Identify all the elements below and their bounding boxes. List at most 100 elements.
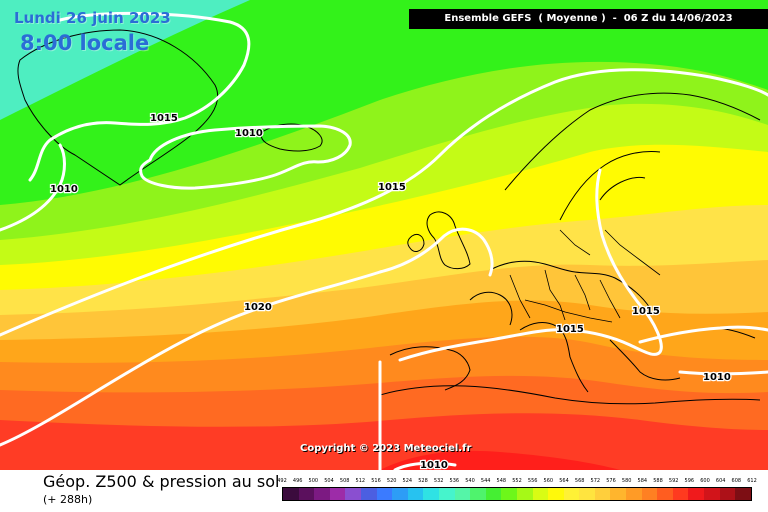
legend-color-swatch (501, 488, 517, 500)
legend-tick-label: 528 (418, 478, 428, 484)
legend-tick-label: 580 (621, 478, 632, 484)
british-isles-coast (407, 211, 471, 270)
isobar-1010-south (393, 461, 457, 470)
isobar-labels: 1015 1010 1010 1015 1020 1015 1015 1010 … (49, 112, 732, 470)
legend-tick-label: 576 (606, 478, 616, 484)
legend-color-swatch (594, 488, 611, 500)
band-deep-red (380, 450, 620, 470)
legend-tick-label: 512 (355, 478, 366, 484)
legend-tick-label: 492 (277, 478, 287, 484)
legend-tick-label: 524 (402, 478, 413, 484)
legend-color-swatch (283, 488, 299, 500)
legend-tick-label: 600 (700, 478, 710, 484)
legend-color-swatch (548, 488, 564, 500)
isobar-label: 1010 (703, 372, 731, 383)
legend-color-swatch (735, 488, 751, 500)
africa-coast (379, 385, 761, 405)
legend-tick-label: 604 (715, 478, 726, 484)
forecast-lead-time: (+ 288h) (43, 493, 93, 506)
isobar-1015-atlantic (0, 68, 768, 337)
forecast-map: 1015 1010 1010 1015 1020 1015 1015 1010 … (0, 0, 768, 470)
legend-tick-label: 496 (292, 478, 303, 484)
legend-tick-label: 540 (465, 478, 475, 484)
isobars (0, 11, 768, 470)
copyright-text: Copyright © 2023 Meteociel.fr (300, 443, 472, 454)
legend-tick-label: 568 (574, 478, 585, 484)
forecast-local-time: 8:00 locale (20, 31, 150, 55)
legend-tick-labels: 492 496 500 504 508 512 516 520 524 528 532 536 540 5… (277, 478, 757, 488)
legend-tick-label: 508 (339, 478, 350, 484)
scandinavia-coast (504, 92, 761, 221)
coastlines (17, 29, 761, 405)
legend-color-swatch (438, 488, 455, 500)
band-red (0, 413, 768, 470)
legend-color-swatch (423, 488, 439, 500)
legend-tick-label: 612 (747, 478, 757, 484)
legend-tick-label: 588 (653, 478, 663, 484)
country-borders (509, 229, 661, 323)
legend-tick-label: 572 (590, 478, 601, 484)
legend-color-swatch (392, 488, 408, 500)
legend-color-swatch (314, 488, 330, 500)
legend-tick-label: 596 (684, 478, 695, 484)
legend-color-swatch (329, 488, 346, 500)
europe-coast (389, 260, 756, 393)
legend-color-swatch (641, 488, 658, 500)
legend-tick-label: 532 (433, 478, 444, 484)
isobar-1010-east (638, 325, 768, 376)
legend-tick-label: 536 (449, 478, 460, 484)
isobar-label: 1015 (632, 306, 660, 317)
legend-color-swatch (672, 488, 689, 500)
legend-color-swatch (360, 488, 377, 500)
isobar-1010-iceland (139, 124, 352, 190)
legend-tick-label: 552 (512, 478, 522, 484)
legend-tick-label: 584 (637, 478, 648, 484)
isobar-1010-west (0, 143, 66, 232)
isobar-label: 1010 (235, 128, 263, 139)
legend-color-swatch (470, 488, 486, 500)
legend-color-swatch (407, 488, 424, 500)
isobar-1015-europe (398, 168, 663, 362)
legend-color-swatch (719, 488, 736, 500)
greenland-coast (17, 29, 219, 186)
legend-tick-label: 520 (386, 478, 397, 484)
legend-tick-label: 608 (731, 478, 742, 484)
legend-color-swatch (376, 488, 393, 500)
legend-color-swatch (345, 488, 361, 500)
legend-color-swatch (610, 488, 627, 500)
legend-color-swatch (298, 488, 315, 500)
iceland-coast (260, 123, 323, 152)
legend-color-swatch (485, 488, 502, 500)
legend-tick-label: 548 (496, 478, 507, 484)
legend-tick-label: 516 (371, 478, 381, 484)
legend-tick-label: 500 (308, 478, 319, 484)
legend-tick-label: 560 (543, 478, 554, 484)
legend-color-swatch (516, 488, 533, 500)
legend-color-swatch (688, 488, 705, 500)
isobar-label: 1015 (150, 113, 178, 124)
legend-tick-label: 504 (324, 478, 334, 484)
legend-color-swatch (532, 488, 549, 500)
legend-color-swatch (563, 488, 580, 500)
isobar-1015-greenland (28, 11, 251, 182)
legend-tick-label: 556 (527, 478, 538, 484)
legend-tick-label: 592 (668, 478, 679, 484)
legend-color-swatch (626, 488, 642, 500)
color-scale-legend: 492 496 500 504 508 512 516 520 524 528 532 536 540 5… (277, 478, 757, 508)
legend-tick-label: 564 (559, 478, 569, 484)
isobar-label: 1010 (420, 460, 448, 470)
model-run-banner: Ensemble GEFS ( Moyenne ) - 06 Z du 14/0… (409, 9, 768, 29)
isobar-label: 1020 (244, 302, 272, 313)
legend-tick-label: 544 (480, 478, 491, 484)
legend-color-swatch (657, 488, 673, 500)
legend-color-swatch (579, 488, 595, 500)
legend-color-swatch (704, 488, 720, 500)
isobar-label: 1015 (556, 324, 584, 335)
isobar-label: 1010 (50, 184, 78, 195)
isobar-1020 (0, 227, 494, 470)
legend-color-bar (282, 487, 752, 501)
legend-color-swatch (454, 488, 471, 500)
isobar-label: 1015 (378, 182, 406, 193)
product-title: Géop. Z500 & pression au sol (43, 472, 280, 491)
